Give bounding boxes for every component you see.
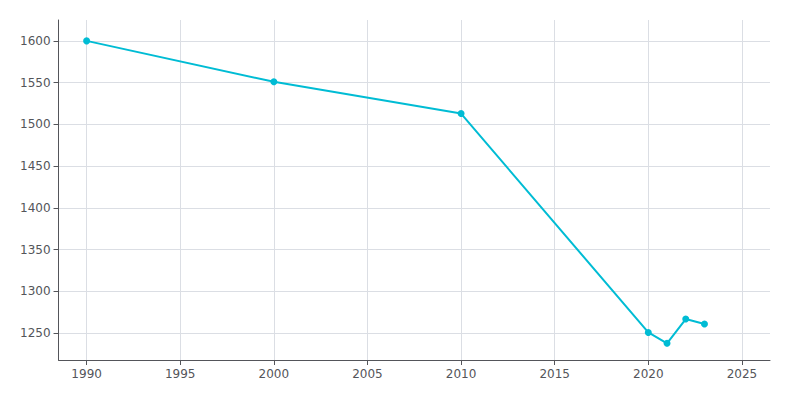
svg-text:2010: 2010: [446, 367, 477, 381]
svg-text:1990: 1990: [71, 367, 102, 381]
svg-text:2025: 2025: [727, 367, 758, 381]
svg-text:1300: 1300: [20, 284, 51, 298]
svg-text:2015: 2015: [539, 367, 570, 381]
svg-text:1450: 1450: [20, 159, 51, 173]
svg-text:1600: 1600: [20, 34, 51, 48]
svg-text:1500: 1500: [20, 117, 51, 131]
svg-text:1400: 1400: [20, 201, 51, 215]
svg-text:2000: 2000: [259, 367, 290, 381]
svg-text:2005: 2005: [352, 367, 383, 381]
svg-text:1350: 1350: [20, 243, 51, 257]
svg-text:2020: 2020: [633, 367, 664, 381]
svg-text:1995: 1995: [165, 367, 196, 381]
svg-text:1250: 1250: [20, 326, 51, 340]
svg-text:1550: 1550: [20, 76, 51, 90]
